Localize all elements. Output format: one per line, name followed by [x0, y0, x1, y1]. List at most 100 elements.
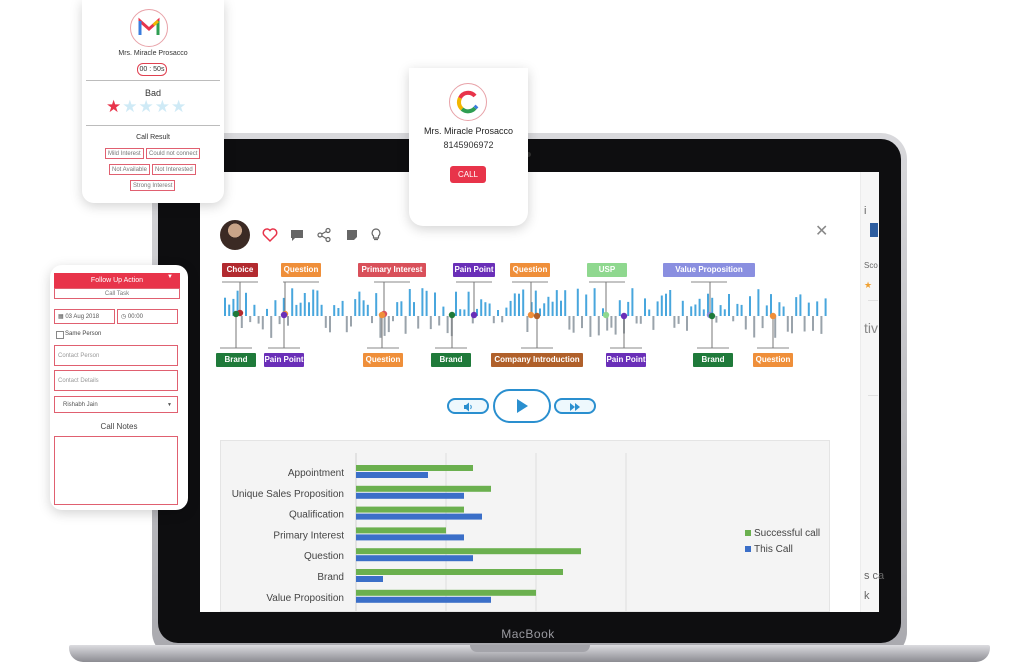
waveform-bar [564, 290, 567, 316]
waveform-marker[interactable] [769, 312, 777, 320]
waveform-tag-bottom[interactable]: Pain Point [264, 353, 304, 367]
same-person-label: Same Person [65, 331, 102, 337]
waveform-tag-bottom[interactable]: Brand [693, 353, 733, 367]
waveform-tag-top[interactable]: Value Proposition [663, 263, 755, 277]
chart-svg: Appointment Unique Sales Proposition Quali… [232, 453, 820, 611]
waveform-tag-top[interactable]: USP [587, 263, 627, 277]
waveform-bar [476, 308, 478, 316]
waveform-bar [639, 316, 642, 324]
chart-bar[interactable] [356, 513, 482, 520]
result-could-not-connect[interactable]: Could not connect [146, 148, 201, 159]
chart-bar[interactable] [356, 596, 491, 603]
waveform-bar [492, 316, 495, 324]
chart-bar[interactable] [356, 555, 473, 562]
laptop-notch [470, 645, 590, 652]
chart-bar[interactable] [356, 569, 563, 575]
chart-bar[interactable] [356, 589, 536, 596]
waveform-marker[interactable] [470, 311, 478, 319]
waveform-bar [673, 316, 676, 328]
waveform-tag-top[interactable]: Choice [222, 263, 258, 277]
waveform-tag-top[interactable]: Primary Interest [358, 263, 426, 277]
waveform-bar [400, 301, 403, 316]
call-timer: 00 : 50s [137, 63, 167, 76]
star-rating[interactable]: ★★★★★ [106, 97, 206, 117]
waveform-bar [589, 316, 592, 337]
waveform-marker[interactable] [533, 312, 541, 320]
contact-details-input[interactable]: Contact Details [54, 370, 178, 391]
waveform-bar [782, 306, 785, 316]
date-field[interactable]: ▦ 03 Aug 2018 [54, 309, 115, 324]
chart-bar[interactable] [356, 527, 446, 534]
result-mild-interest[interactable]: Mild Interest [105, 148, 144, 159]
play-button[interactable] [493, 389, 551, 423]
heart-icon[interactable] [262, 227, 278, 243]
waveform-bar [807, 302, 810, 316]
waveform-tag-bottom[interactable]: Pain Point [606, 353, 646, 367]
chart-bar[interactable] [356, 472, 428, 478]
time-field[interactable]: ◷ 00:00 [117, 309, 178, 324]
star-filled-icon[interactable]: ★ [106, 97, 123, 116]
fast-forward-button[interactable] [554, 398, 596, 414]
chart-bar[interactable] [356, 485, 491, 492]
volume-button[interactable] [447, 398, 489, 414]
chevron-down-icon: ▼ [167, 274, 173, 280]
waveform-marker[interactable] [602, 311, 610, 319]
waveform-tag-bottom[interactable]: Brand [431, 353, 471, 367]
lightbulb-icon[interactable] [368, 227, 384, 243]
contact-person-input[interactable]: Contact Person [54, 345, 178, 366]
chart-bar[interactable] [356, 548, 581, 555]
chart-bar[interactable] [356, 465, 473, 471]
waveform-tag-bottom[interactable]: Question [363, 353, 403, 367]
waveform-bar [345, 316, 348, 333]
waveform-tag-top[interactable]: Question [510, 263, 550, 277]
waveform-bar [581, 316, 583, 329]
close-icon[interactable]: ✕ [815, 223, 829, 240]
note-icon[interactable] [344, 227, 360, 243]
waveform-bar [228, 304, 231, 316]
waveform-tag-bottom[interactable]: Company Introduction [491, 353, 583, 367]
divider [86, 80, 220, 81]
chart-bar[interactable] [356, 576, 383, 582]
star-empty-icon[interactable]: ★ [138, 97, 155, 116]
waveform-bar [513, 293, 516, 316]
star-empty-icon[interactable]: ★ [154, 97, 171, 116]
result-not-interested[interactable]: Not Interested [152, 164, 196, 175]
waveform-bar [446, 316, 449, 334]
star-empty-icon[interactable]: ★ [171, 97, 188, 116]
waveform-bar [576, 288, 579, 316]
same-person-checkbox[interactable] [56, 331, 64, 339]
waveform-marker[interactable] [232, 310, 240, 318]
comment-icon[interactable] [289, 227, 305, 243]
waveform-tag-bottom[interactable]: Question [753, 353, 793, 367]
call-button[interactable]: CALL [450, 166, 486, 183]
star-empty-icon[interactable]: ★ [122, 97, 139, 116]
result-not-available[interactable]: Not Available [109, 164, 150, 175]
waveform-marker[interactable] [280, 311, 288, 319]
waveform-bar [635, 316, 638, 324]
waveform-marker[interactable] [527, 311, 535, 319]
waveform-marker[interactable] [708, 312, 716, 320]
gmail-logo [130, 9, 168, 47]
waveform-marker[interactable] [620, 312, 628, 320]
chart-legend-swatch [745, 546, 751, 552]
waveform-marker[interactable] [448, 311, 456, 319]
waveform-tag-bottom[interactable]: Brand [216, 353, 256, 367]
waveform-bar [282, 297, 285, 316]
assignee-select[interactable]: Rishabh Jain ▼ [54, 396, 178, 413]
avatar[interactable] [220, 220, 250, 250]
call-task-label[interactable]: Call Task [54, 288, 180, 299]
chart-category-label: Brand [317, 572, 344, 583]
result-strong-interest[interactable]: Strong Interest [130, 180, 176, 191]
share-icon[interactable] [316, 227, 332, 243]
waveform-tag-top[interactable]: Pain Point [453, 263, 495, 277]
waveform-bar [728, 294, 730, 316]
waveform-bar [257, 316, 260, 324]
call-notes-textarea[interactable] [54, 436, 178, 505]
chart-bar[interactable] [356, 506, 464, 513]
waveform-marker[interactable] [378, 311, 386, 319]
chart-bar[interactable] [356, 534, 464, 541]
follow-up-action-dropdown[interactable]: Follow Up Action [54, 273, 180, 288]
waveform-tag-top[interactable]: Question [281, 263, 321, 277]
chart-bar[interactable] [356, 492, 464, 499]
